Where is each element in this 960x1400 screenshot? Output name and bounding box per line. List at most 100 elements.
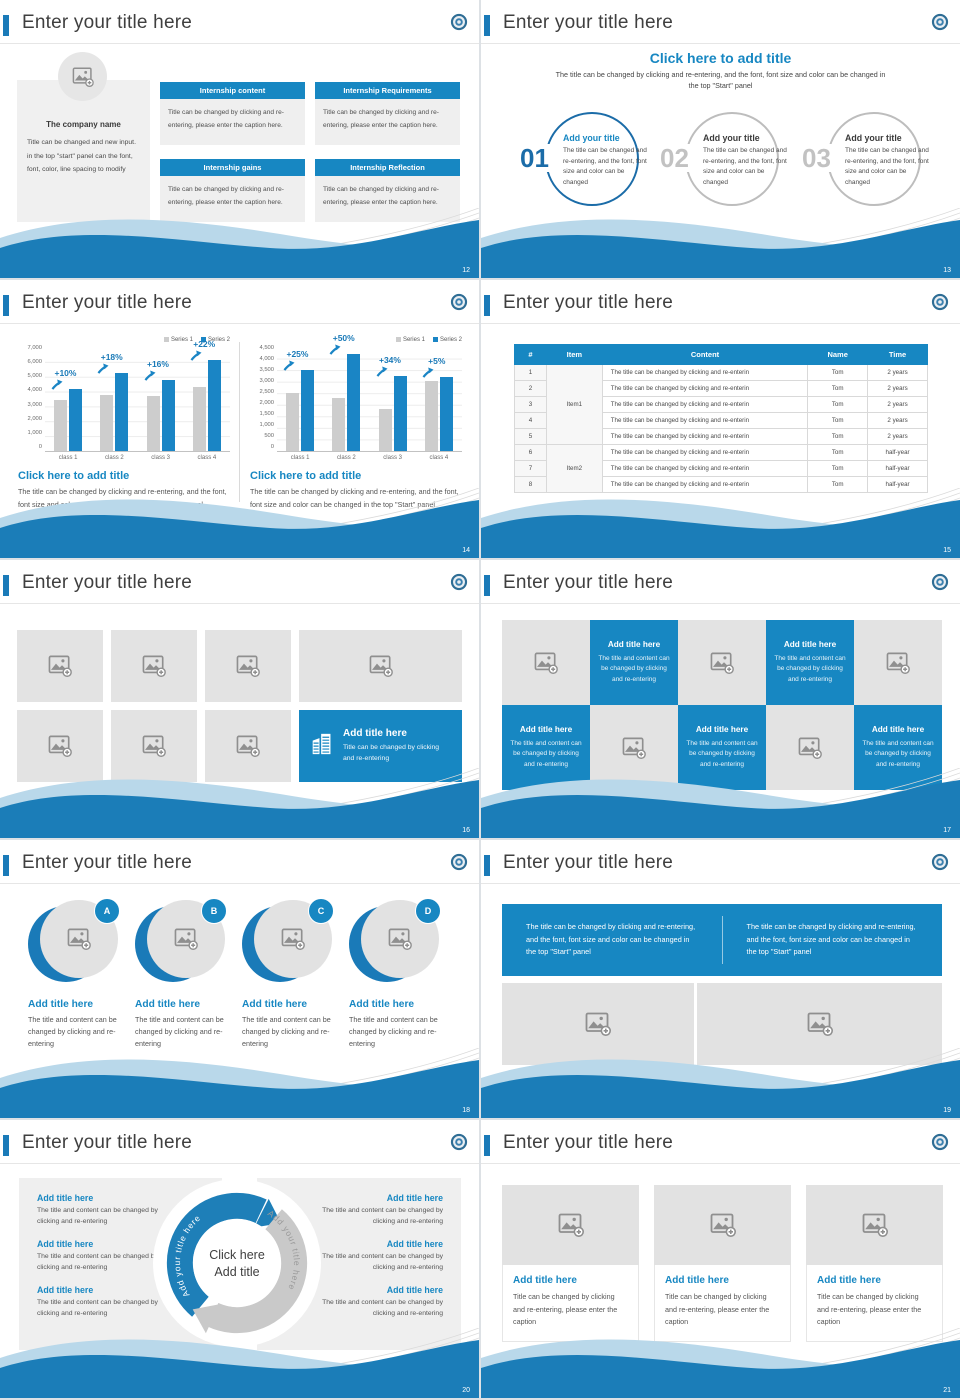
row-number-cell: 6 — [514, 444, 547, 461]
table-row: 2 The title can be changed by clicking an… — [514, 380, 928, 397]
chart-caption-body: The title can be changed by clicking and… — [250, 487, 459, 509]
company-name: The company name — [46, 120, 121, 129]
series2-bar — [347, 353, 361, 451]
image-placeholder[interactable] — [766, 705, 854, 790]
image-placeholder[interactable] — [590, 705, 678, 790]
bar-group: +34% — [370, 348, 416, 451]
image-placeholder[interactable] — [502, 620, 590, 705]
name-cell: Tom — [807, 380, 869, 397]
time-cell: 2 years — [867, 380, 928, 397]
slide-header: Enter your title here — [0, 840, 479, 884]
legend-swatch — [200, 337, 206, 342]
image-placeholder-icon — [236, 655, 260, 677]
company-avatar-placeholder[interactable] — [58, 52, 107, 101]
series2-bar — [439, 377, 453, 451]
image-placeholder[interactable] — [205, 710, 291, 782]
series1-bar — [100, 394, 114, 451]
image-placeholder[interactable] — [654, 1185, 791, 1265]
info-box-body: Title can be changed by clicking and re-… — [315, 99, 460, 145]
text-tile[interactable]: Add title here The title and content can … — [590, 620, 678, 705]
image-placeholder[interactable] — [111, 710, 197, 782]
time-cell: half-year — [867, 476, 928, 493]
lettered-item: C Add title here The title and content can… — [242, 898, 342, 1050]
info-box-body: Title can be changed by clicking and re-… — [315, 176, 460, 222]
chart-legend: Series 1 Series 2 — [250, 335, 462, 344]
text-tile[interactable]: Add title here The title and content can … — [502, 705, 590, 790]
title-accent-bar — [3, 575, 9, 596]
image-placeholder-icon — [585, 1012, 611, 1036]
growth-arrow-icon — [144, 368, 156, 382]
image-placeholder-icon — [886, 652, 910, 674]
letter-badge: C — [308, 898, 334, 924]
image-placeholder[interactable] — [205, 630, 291, 702]
tile-body: The title and content can be changed by … — [598, 654, 670, 683]
chart-plot-row: 7,000 6,000 5,000 4,000 3,000 2,000 1,000 0 +10%… — [18, 339, 230, 452]
image-placeholder-icon — [807, 1012, 833, 1036]
step-number: 02 — [659, 143, 690, 173]
content-cell: The title can be changed by clicking and… — [601, 396, 809, 413]
image-placeholder[interactable] — [299, 630, 462, 702]
tile-title: Add title here — [607, 639, 661, 649]
circle-graphic: D — [349, 898, 445, 986]
time-cell: 2 years — [867, 364, 928, 381]
growth-arrow-icon — [190, 348, 202, 362]
table-row: 3 The title can be changed by clicking an… — [514, 396, 928, 413]
item-title: Add title here — [242, 999, 308, 1010]
image-placeholder[interactable] — [678, 620, 766, 705]
slide-header: Enter your title here — [481, 280, 960, 324]
legend-item: Series 2 — [432, 337, 462, 343]
growth-label: +50% — [332, 332, 355, 343]
card-body: Add title here Title can be changed by cl… — [654, 1265, 791, 1342]
row-number-cell: 4 — [514, 412, 547, 429]
image-placeholder[interactable] — [854, 620, 942, 705]
diagram-center-line1[interactable]: Click here — [209, 1248, 265, 1262]
y-tick-label: 0 — [270, 444, 274, 450]
image-placeholder-icon — [798, 737, 822, 759]
column-header: # — [514, 344, 547, 365]
series2-bar — [115, 373, 129, 451]
item-title: Add title here — [386, 1239, 443, 1249]
image-placeholder[interactable] — [111, 630, 197, 702]
item-title: Add title here — [37, 1239, 94, 1249]
diagram-center-line2[interactable]: Add title — [214, 1265, 259, 1279]
circle-graphic: B — [135, 898, 231, 986]
image-placeholder-icon — [710, 1213, 736, 1237]
step-title: Add your title — [563, 133, 620, 143]
bar-groups: +25% +50% +34% +5% — [277, 333, 462, 451]
text-tile[interactable]: Add title here The title and content can … — [854, 705, 942, 790]
section-heading: Click here to add title — [649, 50, 792, 66]
info-box-title: Internship Requirements — [315, 82, 460, 99]
page-number: 17 — [943, 827, 951, 834]
series1-bar — [332, 397, 346, 451]
image-placeholder[interactable] — [17, 710, 103, 782]
image-placeholder[interactable] — [17, 630, 103, 702]
text-tile[interactable]: Add title here The title and content can … — [766, 620, 854, 705]
series1-bar — [54, 399, 68, 451]
content-cell: The title can be changed by clicking and… — [601, 380, 809, 397]
page-number: 14 — [462, 547, 470, 554]
x-tick-label: class 2 — [105, 455, 124, 461]
image-placeholder-icon — [48, 735, 72, 757]
feature-box[interactable]: Add title here Title can be changed by cl… — [299, 710, 462, 782]
slide-header: Enter your title here — [481, 840, 960, 884]
image-placeholder-icon — [369, 655, 393, 677]
info-box-body: Title can be changed by clicking and re-… — [160, 176, 305, 222]
growth-label: +25% — [286, 349, 309, 360]
school-logo-icon — [450, 1133, 468, 1151]
column-header: Name — [807, 344, 869, 365]
tile-body: The title and content can be changed by … — [862, 739, 934, 768]
table-row: 4 The title can be changed by clicking an… — [514, 412, 928, 429]
text-tile[interactable]: Add title here The title and content can … — [678, 705, 766, 790]
image-placeholder[interactable] — [502, 1185, 639, 1265]
cycle-arrow-blue — [166, 1192, 267, 1317]
chart-caption-title: Click here to add title — [18, 470, 130, 482]
info-box: Internship content Title can be changed b… — [160, 82, 305, 145]
image-placeholder[interactable] — [806, 1185, 943, 1265]
slide-header: Enter your title here — [0, 280, 479, 324]
feature-title: Add title here — [343, 728, 407, 739]
letter-badge: B — [201, 898, 227, 924]
image-placeholder[interactable] — [502, 983, 694, 1065]
section-subheading-text: The title can be changed by clicking and… — [555, 70, 886, 90]
image-placeholder[interactable] — [697, 983, 942, 1065]
arrowhead-gray-icon — [192, 1304, 220, 1334]
